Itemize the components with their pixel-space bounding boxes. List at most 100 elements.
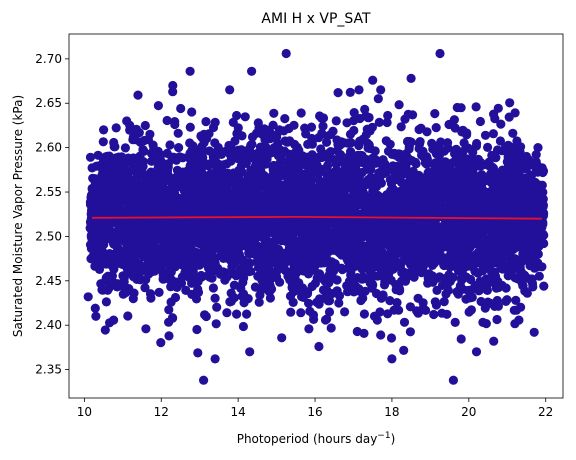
data-point [187,189,197,199]
data-point [271,231,281,241]
data-point [422,152,432,162]
data-point [357,209,367,219]
data-point [107,228,117,238]
data-point [358,293,368,303]
data-point [353,150,363,160]
data-point [210,117,220,127]
data-point [236,181,246,191]
data-point [480,254,490,264]
data-point [123,311,133,321]
data-point [364,112,374,123]
data-point [467,292,477,302]
data-point [156,226,166,236]
data-point [273,143,283,154]
data-point [254,162,264,172]
data-point [225,249,235,259]
data-point [306,122,317,132]
data-point [442,280,452,290]
data-point [403,153,413,163]
data-point [286,206,296,216]
data-point [295,286,305,296]
data-point [140,174,151,184]
data-point [456,334,466,344]
data-point [186,176,197,186]
data-point [128,153,138,163]
data-point [399,317,410,327]
data-point [510,108,520,118]
data-point [485,175,495,185]
data-point [538,208,549,218]
data-point [404,229,414,239]
data-point [183,233,193,243]
data-point [511,295,521,305]
data-point [368,186,378,196]
data-point [110,142,120,152]
data-point [195,171,205,181]
data-point [521,239,532,249]
data-point [512,200,522,210]
data-point [258,130,268,140]
data-point [188,216,198,226]
data-point [532,262,543,272]
data-point [503,248,513,259]
data-point [431,300,441,310]
data-point [249,176,259,186]
data-point [144,266,154,276]
data-point [106,257,116,267]
data-point [522,288,532,298]
data-point [206,273,216,283]
data-point [329,155,340,165]
data-point [138,144,148,155]
data-point [86,232,96,242]
data-point [441,289,451,299]
data-point [416,123,426,133]
data-point [505,98,515,108]
data-point [235,264,245,274]
data-point [305,306,315,316]
data-point [340,307,350,317]
data-point [158,162,169,172]
data-point [93,150,103,160]
data-point [435,272,445,282]
data-point [163,267,173,277]
data-point [423,192,433,202]
data-point [455,176,465,186]
data-point [185,122,195,132]
data-point [466,221,476,231]
data-point [273,206,283,217]
data-points [83,48,549,385]
data-point [344,276,354,286]
data-point [98,137,108,147]
data-point [443,138,453,148]
data-point [516,142,526,152]
data-point [314,175,324,185]
data-point [307,281,317,292]
data-point [189,205,199,215]
data-point [300,160,311,170]
data-point [191,163,202,173]
data-point [280,114,290,124]
data-point [195,220,205,230]
data-point [134,198,144,208]
data-point [268,120,278,130]
data-point [133,184,144,194]
data-point [125,204,135,214]
data-point [324,296,335,306]
data-point [495,136,505,146]
data-point [411,194,421,204]
data-point [260,142,270,152]
data-point [326,266,336,276]
data-point [410,157,420,167]
data-point [509,168,520,178]
data-point [97,245,107,255]
data-point [467,257,477,267]
data-point [412,306,422,316]
data-point [130,135,140,145]
data-point [130,229,140,239]
data-point [222,196,232,206]
data-point [230,136,240,146]
data-point [284,123,294,134]
data-point [232,110,242,121]
data-point [482,195,492,205]
data-point [229,168,239,178]
